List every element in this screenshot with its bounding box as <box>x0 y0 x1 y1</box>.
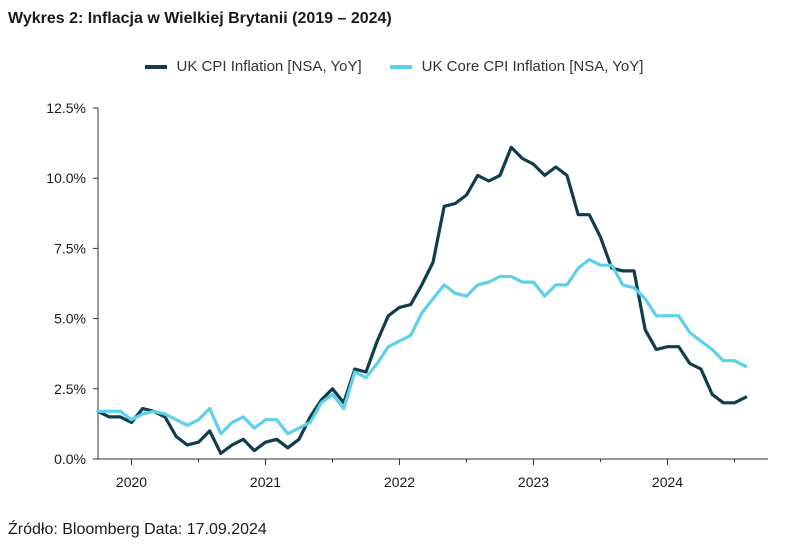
x-tick-label: 2020 <box>116 474 147 490</box>
y-tick-label: 5.0% <box>54 311 86 327</box>
y-tick-label: 2.5% <box>54 381 86 397</box>
y-tick-label: 7.5% <box>54 240 86 256</box>
x-tick-label: 2021 <box>250 474 281 490</box>
legend-item-core-cpi: UK Core CPI Inflation [NSA, YoY] <box>389 58 644 75</box>
series-line-cpi <box>96 145 748 455</box>
y-tick-label: 12.5% <box>46 100 86 116</box>
legend-swatch-core-cpi <box>389 64 412 69</box>
chart-title: Wykres 2: Inflacja w Wielkiej Brytanii (… <box>8 10 392 27</box>
x-tick-label: 2022 <box>384 474 415 490</box>
legend: UK CPI Inflation [NSA, YoY] UK Core CPI … <box>0 58 788 75</box>
x-tick-label: 2023 <box>518 474 549 490</box>
legend-item-cpi: UK CPI Inflation [NSA, YoY] <box>144 58 362 75</box>
x-tick-label: 2024 <box>652 474 683 490</box>
legend-label-core-cpi: UK Core CPI Inflation [NSA, YoY] <box>421 58 644 75</box>
source-note: Źródło: Bloomberg Data: 17.09.2024 <box>8 521 267 538</box>
legend-swatch-cpi <box>144 64 167 69</box>
series-line-core-cpi <box>96 258 748 436</box>
line-chart: 0.0% 2.5% 5.0% 7.5% 10.0% 12.5% 2020 2021 2022 20… <box>46 100 768 490</box>
legend-label-cpi: UK CPI Inflation [NSA, YoY] <box>176 58 362 75</box>
y-tick-label: 10.0% <box>46 170 86 186</box>
y-tick-label: 0.0% <box>54 451 86 467</box>
